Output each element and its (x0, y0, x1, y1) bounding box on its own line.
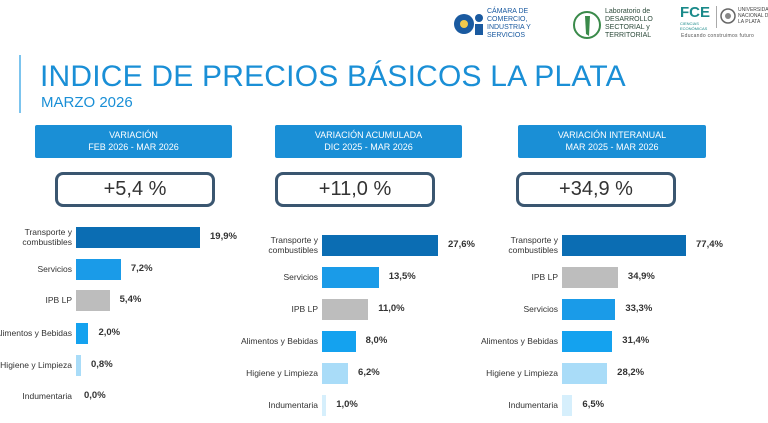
bar-value: 0,8% (90, 359, 113, 370)
bar (322, 395, 327, 416)
bar-value: 6,5% (582, 399, 605, 410)
bar (76, 227, 200, 248)
bar-value: 6,2% (358, 367, 380, 378)
panel-header: VARIACIÓN FEB 2026 - MAR 2026 (35, 125, 232, 158)
page-subtitle: MARZO 2026 (41, 94, 133, 111)
bar-value: 34,9% (627, 271, 655, 282)
bar (562, 395, 573, 416)
camara-logo: CÁMARA DE COMERCIO, INDUSTRIA Y SERVICIO… (452, 4, 557, 44)
bar (562, 299, 616, 320)
bar-label-text: IPB LP (531, 272, 558, 282)
panel-header-line: VARIACIÓN ACUMULADA (314, 130, 423, 140)
fce-logo: FCE CIENCIAS ECONÓMICAS (680, 4, 710, 32)
bar (76, 323, 89, 344)
panel-value-box: +34,9 % (516, 172, 676, 207)
laboratorio-logo: Laboratorio de DESARROLLO SECTORIAL y TE… (572, 4, 693, 44)
bar-label-text: Alimentos y Bebidas (0, 328, 72, 338)
bar-label: Higiene y Limpieza (228, 363, 318, 383)
bar (562, 363, 608, 384)
bar-label: Higiene y Limpieza (468, 363, 558, 383)
bar-label-text: Indumentaria (508, 400, 558, 410)
logo-divider (716, 6, 717, 28)
bar (322, 299, 369, 320)
bar-value: 5,4% (119, 294, 142, 305)
bar (562, 331, 613, 352)
bar-value: 0,0% (84, 390, 106, 401)
bar-label-text: Alimentos y Bebidas (480, 336, 558, 346)
panel-header: VARIACIÓN INTERANUAL MAR 2025 - MAR 2026 (518, 125, 706, 158)
bar (76, 259, 121, 280)
bar-label-text: Indumentaria (22, 391, 72, 401)
bar-label: Transporte y combustibles (0, 227, 72, 247)
bar-value: 2,0% (98, 327, 121, 338)
bar-label-text: IPB LP (45, 295, 72, 305)
bar-value: 28,2% (617, 367, 645, 378)
bar (76, 290, 110, 311)
bar-value: 77,4% (696, 239, 723, 250)
bar (562, 267, 618, 288)
bar (322, 331, 356, 352)
panel-header-line: FEB 2026 - MAR 2026 (88, 142, 179, 152)
bar-label-text: Transporte y combustibles (508, 235, 558, 255)
bar-label-text: Servicios (523, 304, 558, 314)
bar-value: 33,3% (625, 303, 653, 314)
bar-label-text: Higiene y Limpieza (0, 360, 72, 370)
bar-label-text: Alimentos y Bebidas (240, 336, 318, 346)
bar-label-text: Servicios (283, 272, 318, 282)
bar-value: 8,0% (365, 335, 388, 346)
bar-label-text: Higiene y Limpieza (486, 368, 558, 378)
bar-value: 19,9% (210, 231, 237, 242)
bar (322, 267, 379, 288)
bar-value: 7,2% (130, 263, 153, 274)
panel-header-line: VARIACIÓN (109, 130, 158, 140)
bar-label-text: Transporte y combustibles (22, 227, 72, 247)
bar-label: Alimentos y Bebidas (468, 331, 558, 351)
laboratorio-logo-icon (573, 11, 601, 39)
bar (76, 355, 81, 376)
title-accent-line (19, 55, 21, 113)
bar-label: Alimentos y Bebidas (0, 323, 72, 343)
bar (562, 235, 686, 256)
bar-label: Higiene y Limpieza (0, 355, 72, 375)
panel-value-box: +5,4 % (55, 172, 215, 207)
bar-value: 11,0% (378, 303, 405, 314)
bar (322, 363, 349, 384)
bar-label: Servicios (468, 299, 558, 319)
bar-label: IPB LP (228, 299, 318, 319)
bar-label: IPB LP (0, 290, 72, 310)
unlp-logo: UNIVERSIDAD NACIONAL DE LA PLATA (720, 6, 768, 26)
panel-header: VARIACIÓN ACUMULADA DIC 2025 - MAR 2026 (275, 125, 462, 158)
bar-label: IPB LP (468, 267, 558, 287)
camara-logo-icon (454, 14, 483, 35)
page-title: INDICE DE PRECIOS BÁSICOS LA PLATA (40, 60, 626, 93)
bar-label: Transporte y combustibles (468, 235, 558, 255)
bar-value: 1,0% (336, 399, 358, 410)
bar-label: Indumentaria (228, 395, 318, 415)
bar-label-text: Transporte y combustibles (268, 235, 318, 255)
bar-label-text: Servicios (37, 264, 72, 274)
unlp-seal-icon (720, 8, 736, 24)
bar-value: 31,4% (622, 335, 650, 346)
bar-label-text: Higiene y Limpieza (246, 368, 318, 378)
bar-label-text: Indumentaria (268, 400, 318, 410)
bar-label: Transporte y combustibles (228, 235, 318, 255)
bar-label: Servicios (0, 259, 72, 279)
panel-header-line: VARIACIÓN INTERANUAL (557, 130, 667, 140)
bar-value: 13,5% (388, 271, 416, 282)
bar-label: Servicios (228, 267, 318, 287)
panel-header-line: MAR 2025 - MAR 2026 (565, 142, 659, 152)
bar-label: Indumentaria (468, 395, 558, 415)
bar-label: Indumentaria (0, 386, 72, 406)
bar-label-text: IPB LP (291, 304, 318, 314)
bar-label: Alimentos y Bebidas (228, 331, 318, 351)
bar (322, 235, 438, 256)
panel-header-line: DIC 2025 - MAR 2026 (324, 142, 413, 152)
panel-value-box: +11,0 % (275, 172, 435, 207)
bar-value: 27,6% (448, 239, 475, 250)
